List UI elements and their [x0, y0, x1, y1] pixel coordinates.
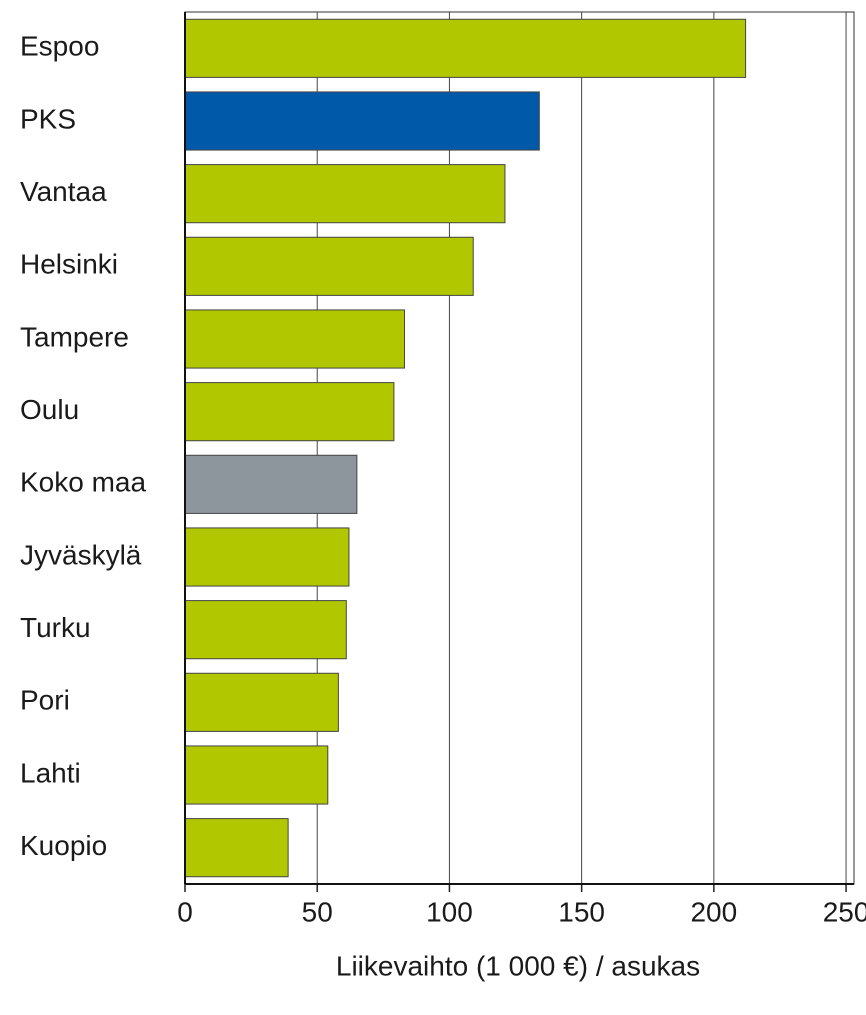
bar — [184, 236, 474, 296]
bar — [184, 91, 540, 151]
bar — [184, 18, 747, 78]
x-tick-label: 250 — [823, 896, 866, 927]
y-tick-label: Espoo — [20, 31, 99, 62]
y-tick-label: Koko maa — [20, 467, 146, 498]
y-tick-label: Kuopio — [20, 830, 107, 861]
y-tick-label: Tampere — [20, 321, 129, 352]
bar — [184, 309, 405, 369]
bar — [184, 672, 339, 732]
bar — [184, 600, 347, 660]
x-axis-label: Liikevaihto (1 000 €) / asukas — [336, 950, 700, 981]
x-tick-label: 150 — [558, 896, 605, 927]
y-tick-label: PKS — [20, 103, 76, 134]
x-tick-label: 100 — [426, 896, 473, 927]
bar — [184, 382, 395, 442]
y-tick-label: Lahti — [20, 757, 81, 788]
bar — [184, 164, 506, 224]
x-tick-label: 50 — [302, 896, 333, 927]
bar — [184, 527, 350, 587]
x-tick-label: 0 — [177, 896, 193, 927]
y-tick-label: Turku — [20, 612, 91, 643]
y-tick-label: Jyväskylä — [20, 539, 142, 570]
y-tick-label: Oulu — [20, 394, 79, 425]
y-tick-label: Helsinki — [20, 249, 118, 280]
bar — [184, 745, 329, 805]
bar — [184, 454, 358, 514]
y-tick-label: Vantaa — [20, 176, 107, 207]
bar — [184, 818, 289, 878]
y-tick-label: Pori — [20, 685, 70, 716]
x-tick-label: 200 — [690, 896, 737, 927]
